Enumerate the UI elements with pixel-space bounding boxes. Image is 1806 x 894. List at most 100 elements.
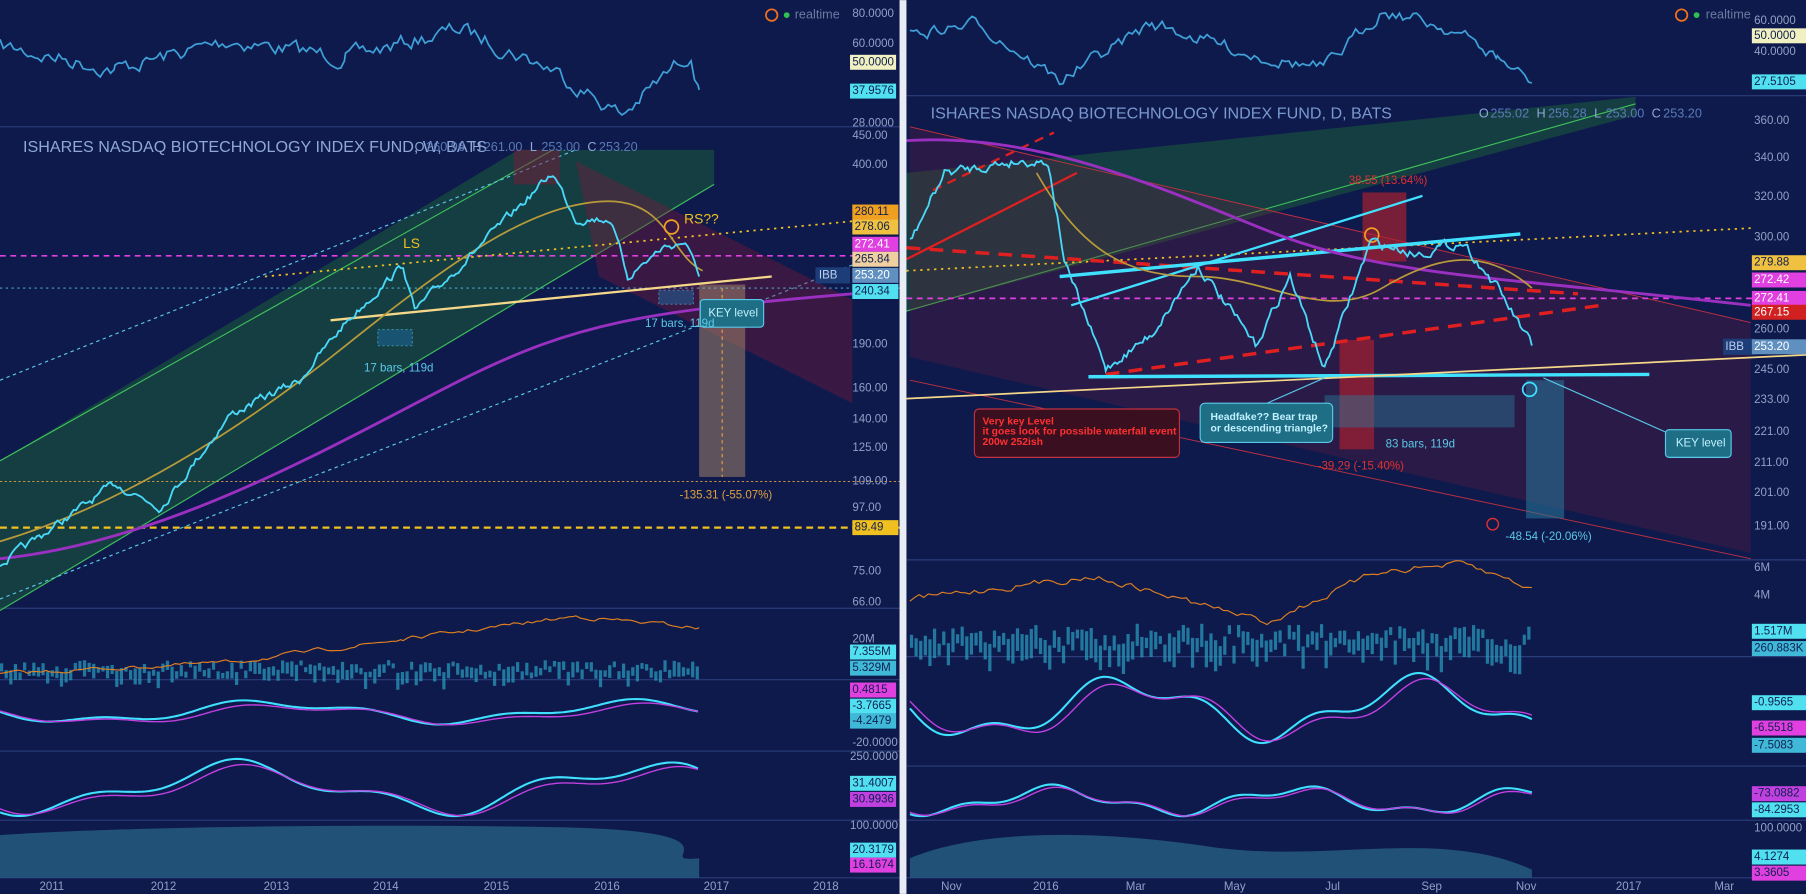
volume-bar [983, 642, 987, 660]
price-tag [852, 236, 899, 252]
volume-bar [580, 669, 584, 679]
volume-bar [1213, 640, 1218, 672]
ohlc-key: L [1594, 106, 1601, 120]
volume-bar [516, 662, 520, 672]
volume-bar [979, 631, 983, 653]
signal-line [909, 677, 1533, 742]
axis-label: 250.0000 [850, 751, 898, 763]
volume-bar [1154, 631, 1158, 650]
volume-bar [1393, 640, 1397, 665]
volume-bar [1061, 645, 1066, 664]
time-label: Sep [1421, 881, 1441, 893]
price-tag-label: 20.3179 [852, 844, 894, 856]
volume-bar [216, 671, 220, 680]
annotation: 17 bars, 119d [364, 363, 433, 375]
volume-bar [1416, 631, 1420, 646]
volume-bar [1283, 643, 1287, 657]
price-tag-label: 278.06 [855, 221, 890, 233]
volume-bar [1453, 627, 1457, 640]
note-line: 200w 252ish [982, 437, 1042, 448]
axis-label: 66.00 [852, 597, 881, 609]
volume-bar [1287, 625, 1291, 640]
volume-bar [124, 666, 128, 672]
volume-bar [1402, 628, 1407, 652]
volume-bar [133, 668, 137, 685]
volume-bar [345, 669, 349, 681]
price-tag-label: -73.0882 [1754, 788, 1799, 800]
volume-bar [1342, 630, 1347, 646]
volume-bar [691, 661, 695, 678]
price-tag [1751, 849, 1806, 865]
axis-label: 160.00 [852, 382, 887, 394]
price-tag-label: 4.1274 [1754, 851, 1790, 863]
volume-bar [1071, 631, 1075, 651]
volume-bar [1204, 640, 1208, 668]
volume-bar [400, 671, 405, 685]
realtime: realtime [795, 7, 840, 21]
volume-bar [239, 660, 243, 669]
volume-bar [1227, 625, 1232, 635]
time-label: Mar [1714, 881, 1734, 893]
volume-bar [1439, 646, 1443, 673]
volume-bar [460, 669, 464, 678]
volume-bar [1301, 646, 1305, 669]
volume-bar [1379, 637, 1384, 661]
note-line: Headfake?? Bear trap [1211, 412, 1318, 423]
price-tag [1751, 304, 1806, 320]
price-tag-label: -3.7665 [852, 700, 891, 712]
price-tag-label: 272.41 [1754, 292, 1789, 304]
volume-bar [1269, 639, 1273, 653]
labels: realtime 80.0000 60.0000 28.0000 50.0000 37.9… [23, 7, 1806, 893]
price-tag [1751, 786, 1806, 802]
time-label: 2013 [264, 881, 290, 893]
volume-bar [681, 667, 686, 677]
axis-label: 20M [852, 633, 874, 645]
price-tag-label: 0.4815 [852, 684, 887, 696]
ohlc-value: 253.20 [1663, 106, 1702, 120]
volume-bar [1025, 634, 1029, 660]
stoch-d [0, 763, 699, 817]
volume-bar [96, 667, 100, 673]
price-tag-label: 240.34 [855, 286, 891, 298]
volume-bar [483, 671, 487, 679]
volume-bar [525, 662, 529, 676]
volume-bar [363, 672, 368, 689]
volume-bar [1218, 646, 1222, 666]
volume-bar [511, 666, 515, 683]
volume-bar [1407, 638, 1411, 649]
volume-bar [1458, 628, 1462, 654]
rsi-line [909, 11, 1533, 86]
volume-bar [1333, 638, 1337, 648]
price-tag [1751, 720, 1806, 736]
volume-bar [225, 671, 229, 679]
volume-bar [27, 670, 31, 676]
volume-bar [1011, 633, 1015, 664]
signal-line [0, 702, 699, 726]
price-tag [852, 520, 899, 536]
volume-bar [1190, 637, 1195, 668]
volume-bar [9, 670, 13, 685]
volume-bar [437, 667, 441, 677]
ohlc-key: C [1652, 106, 1661, 120]
price-tag-label: 265.84 [855, 253, 891, 265]
volume-bar [1370, 632, 1374, 655]
volume-bar [1425, 643, 1430, 671]
volume-bar [1066, 626, 1070, 645]
time-label: Nov [1516, 881, 1537, 893]
volume-bar [267, 667, 271, 681]
price-tag-label: 50.0000 [852, 56, 894, 68]
volume-bar [955, 634, 960, 644]
volume-bar [1329, 632, 1333, 656]
price-tag [1751, 641, 1806, 657]
volume-bar [552, 660, 557, 667]
volume-bar [234, 672, 239, 685]
price-tag [850, 54, 897, 70]
volume-bar [281, 660, 285, 674]
volume-bar [626, 670, 630, 687]
volume-bar [276, 669, 280, 681]
axis-label: 221.00 [1754, 426, 1789, 438]
price-tag [1751, 255, 1806, 271]
volume-bar [410, 661, 414, 670]
volume-bar [1444, 637, 1448, 652]
